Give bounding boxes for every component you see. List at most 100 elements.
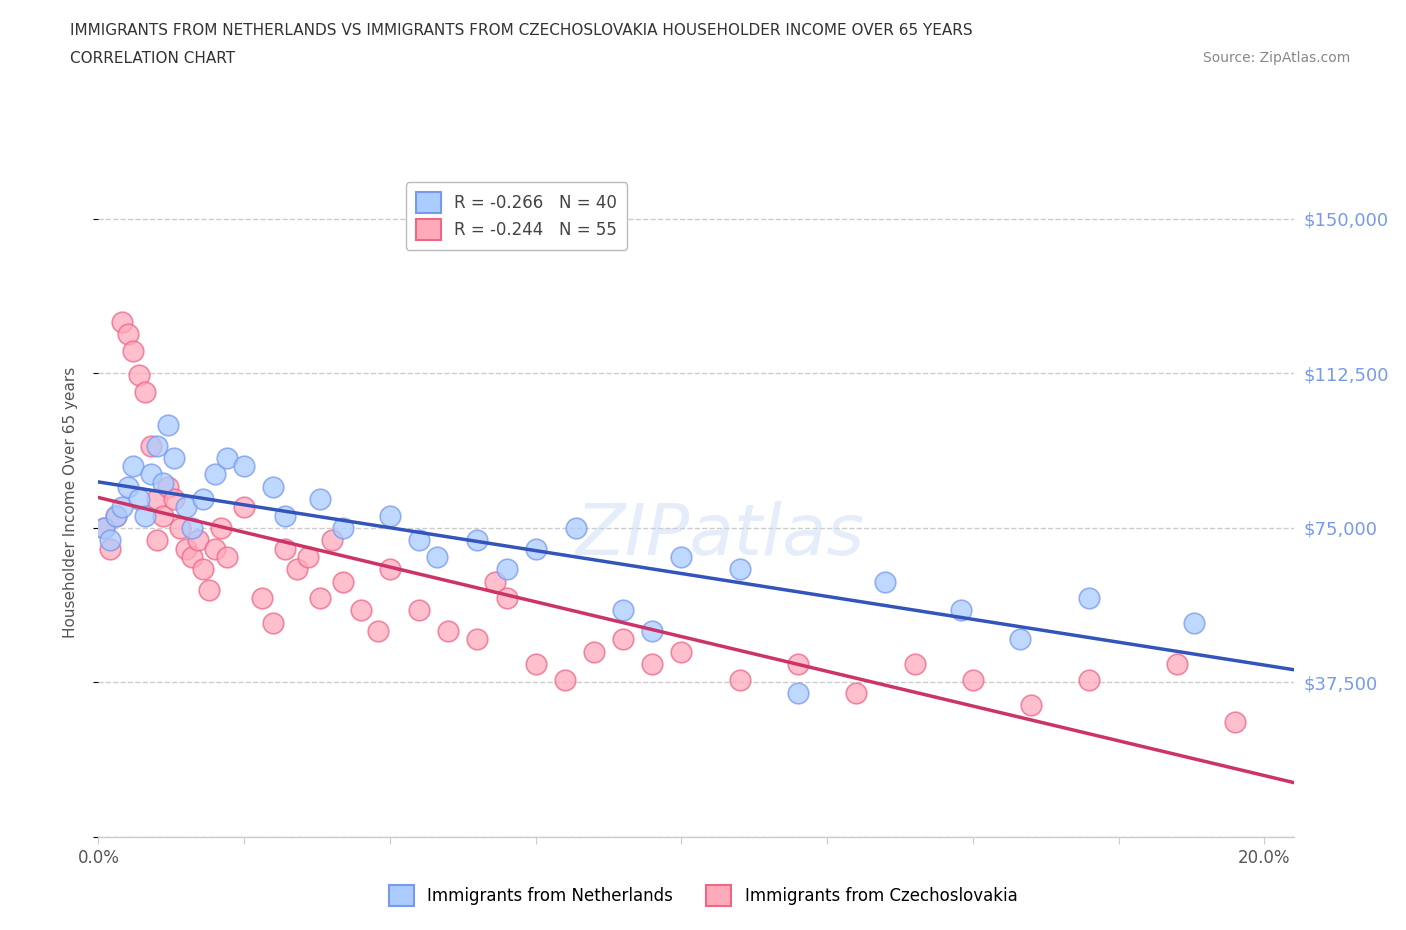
Point xyxy=(524,657,547,671)
Text: CORRELATION CHART: CORRELATION CHART xyxy=(70,51,235,66)
Point xyxy=(117,326,139,341)
Point xyxy=(157,479,180,494)
Point xyxy=(484,574,506,589)
Point xyxy=(111,500,134,515)
Point xyxy=(1166,657,1188,671)
Legend: R = -0.266   N = 40, R = -0.244   N = 55: R = -0.266 N = 40, R = -0.244 N = 55 xyxy=(406,182,627,250)
Point xyxy=(157,418,180,432)
Point xyxy=(332,521,354,536)
Y-axis label: Householder Income Over 65 years: Householder Income Over 65 years xyxy=(63,366,77,638)
Point xyxy=(174,541,197,556)
Point xyxy=(198,582,221,597)
Point xyxy=(1019,698,1042,712)
Point xyxy=(180,521,202,536)
Point xyxy=(367,623,389,638)
Point xyxy=(467,533,489,548)
Point xyxy=(285,562,308,577)
Point xyxy=(204,467,226,482)
Point xyxy=(641,623,664,638)
Point xyxy=(134,508,156,523)
Point xyxy=(378,508,401,523)
Point xyxy=(139,467,162,482)
Point xyxy=(903,657,925,671)
Point xyxy=(163,492,186,507)
Point xyxy=(612,603,634,618)
Point xyxy=(408,533,430,548)
Point xyxy=(787,657,810,671)
Point xyxy=(350,603,373,618)
Point xyxy=(145,492,167,507)
Point xyxy=(297,550,319,565)
Point xyxy=(554,673,576,688)
Point xyxy=(152,508,174,523)
Text: Source: ZipAtlas.com: Source: ZipAtlas.com xyxy=(1202,51,1350,65)
Point xyxy=(565,521,588,536)
Point xyxy=(274,508,297,523)
Point xyxy=(250,591,273,605)
Point xyxy=(204,541,226,556)
Point xyxy=(174,500,197,515)
Point xyxy=(169,521,191,536)
Point xyxy=(845,685,868,700)
Point xyxy=(1078,673,1101,688)
Point xyxy=(139,438,162,453)
Point xyxy=(233,458,256,473)
Point xyxy=(209,521,232,536)
Point xyxy=(152,475,174,490)
Point xyxy=(437,623,460,638)
Point xyxy=(321,533,343,548)
Point xyxy=(193,562,215,577)
Point xyxy=(425,550,447,565)
Point xyxy=(309,492,332,507)
Point xyxy=(875,574,897,589)
Point xyxy=(163,450,186,465)
Point xyxy=(378,562,401,577)
Point xyxy=(122,343,145,358)
Text: IMMIGRANTS FROM NETHERLANDS VS IMMIGRANTS FROM CZECHOSLOVAKIA HOUSEHOLDER INCOME: IMMIGRANTS FROM NETHERLANDS VS IMMIGRANT… xyxy=(70,23,973,38)
Point xyxy=(233,500,256,515)
Point xyxy=(309,591,332,605)
Point xyxy=(962,673,984,688)
Point xyxy=(1008,631,1031,646)
Point xyxy=(641,657,664,671)
Legend: Immigrants from Netherlands, Immigrants from Czechoslovakia: Immigrants from Netherlands, Immigrants … xyxy=(382,879,1024,912)
Point xyxy=(262,479,284,494)
Point xyxy=(408,603,430,618)
Point xyxy=(671,550,693,565)
Point xyxy=(186,533,208,548)
Point xyxy=(262,616,284,631)
Point xyxy=(215,450,238,465)
Point xyxy=(117,479,139,494)
Point xyxy=(104,508,127,523)
Point xyxy=(104,508,127,523)
Point xyxy=(145,438,167,453)
Point xyxy=(180,550,202,565)
Point xyxy=(111,314,134,329)
Point xyxy=(1184,616,1206,631)
Point xyxy=(93,521,115,536)
Point xyxy=(671,644,693,659)
Point xyxy=(193,492,215,507)
Point xyxy=(215,550,238,565)
Point xyxy=(787,685,810,700)
Point xyxy=(1078,591,1101,605)
Point xyxy=(128,492,150,507)
Point xyxy=(467,631,489,646)
Point xyxy=(128,368,150,383)
Point xyxy=(134,384,156,399)
Point xyxy=(145,533,167,548)
Point xyxy=(1225,714,1247,729)
Point xyxy=(495,591,517,605)
Point xyxy=(98,541,121,556)
Point xyxy=(612,631,634,646)
Point xyxy=(122,458,145,473)
Point xyxy=(524,541,547,556)
Point xyxy=(950,603,973,618)
Point xyxy=(98,533,121,548)
Point xyxy=(728,673,751,688)
Text: ZIPatlas: ZIPatlas xyxy=(575,501,865,570)
Point xyxy=(582,644,605,659)
Point xyxy=(332,574,354,589)
Point xyxy=(495,562,517,577)
Point xyxy=(728,562,751,577)
